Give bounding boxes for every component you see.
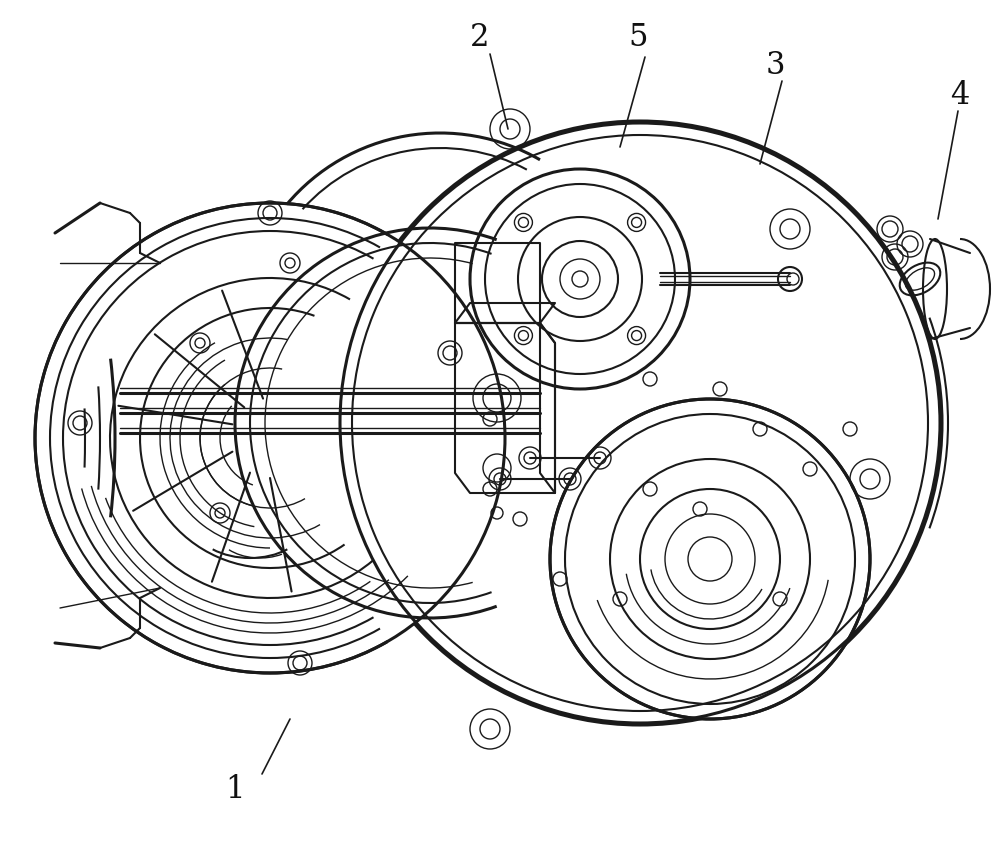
Ellipse shape bbox=[338, 122, 942, 725]
Text: 1: 1 bbox=[225, 774, 245, 804]
Ellipse shape bbox=[550, 399, 870, 719]
Text: 2: 2 bbox=[470, 22, 490, 54]
Text: 3: 3 bbox=[765, 49, 785, 80]
Text: 5: 5 bbox=[628, 22, 648, 54]
Ellipse shape bbox=[35, 204, 505, 673]
Text: 4: 4 bbox=[950, 79, 970, 110]
